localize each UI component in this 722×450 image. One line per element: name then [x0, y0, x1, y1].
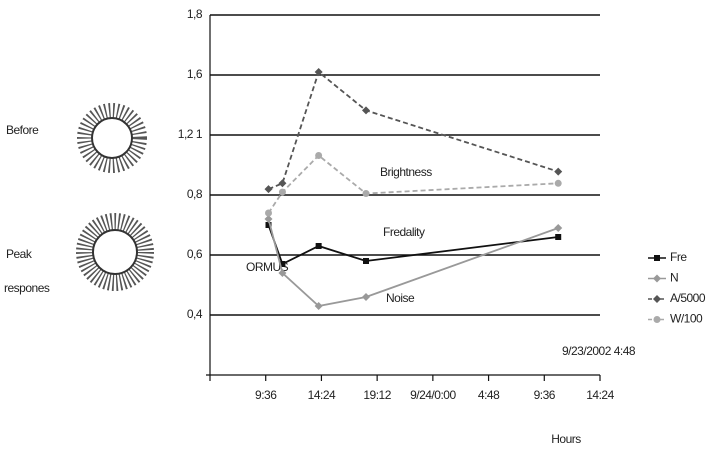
x-tick-label: 9:36 — [534, 388, 556, 402]
legend-marker — [653, 295, 661, 303]
legend-marker — [653, 316, 661, 323]
annotation: Peak — [6, 247, 33, 261]
data-point — [314, 68, 323, 76]
data-point — [265, 209, 272, 217]
data-point — [279, 261, 286, 267]
sun-peak — [76, 213, 154, 291]
y-tick-label: 1,6 — [187, 67, 203, 81]
data-point — [278, 179, 287, 188]
annotation: ORMUS — [246, 260, 289, 274]
x-tick-label: 14:24 — [586, 388, 614, 402]
data-point — [555, 234, 562, 240]
data-point — [362, 293, 370, 301]
data-point — [363, 258, 369, 264]
annotation: Before — [6, 123, 39, 137]
legend-label: W/100 — [670, 312, 703, 326]
annotation: Noise — [386, 291, 415, 305]
x-tick-label: 19:12 — [363, 388, 391, 402]
y-tick-label: 1,2 1 — [178, 127, 203, 141]
data-point — [554, 224, 563, 232]
data-point — [264, 185, 273, 194]
series-line — [267, 154, 559, 214]
legend-label: A/5000 — [670, 291, 706, 305]
data-point — [362, 190, 370, 198]
x-tick-label: 4:48 — [478, 388, 500, 402]
legend-label: Fre — [670, 250, 687, 264]
data-point — [278, 188, 286, 196]
data-point — [315, 151, 323, 159]
annotation: Brightness — [380, 165, 432, 179]
annotation: 9/23/2002 4:48 — [562, 344, 636, 358]
annotation: respones — [4, 281, 50, 295]
y-tick-label: 1,8 — [187, 7, 203, 21]
y-tick-label: 0,8 — [187, 187, 203, 201]
data-point — [264, 215, 273, 223]
legend-marker — [654, 255, 660, 261]
y-tick-label: 0,6 — [187, 247, 203, 261]
legend-marker — [653, 274, 661, 283]
data-point — [265, 222, 272, 228]
data-point — [554, 179, 562, 187]
x-tick-label: 9:36 — [255, 388, 277, 402]
data-point — [314, 302, 323, 310]
data-point — [554, 167, 563, 176]
data-point — [278, 269, 287, 277]
y-tick-label: 0,4 — [187, 307, 203, 321]
legend-label: N — [670, 271, 678, 285]
sun-before — [77, 103, 147, 173]
x-tick-label: 14:24 — [308, 388, 336, 402]
annotation: Fredality — [383, 225, 425, 239]
data-point — [362, 106, 370, 115]
data-point — [315, 243, 322, 249]
x-axis-label: Hours — [551, 432, 581, 446]
x-tick-label: 9/24/0:00 — [410, 388, 456, 402]
